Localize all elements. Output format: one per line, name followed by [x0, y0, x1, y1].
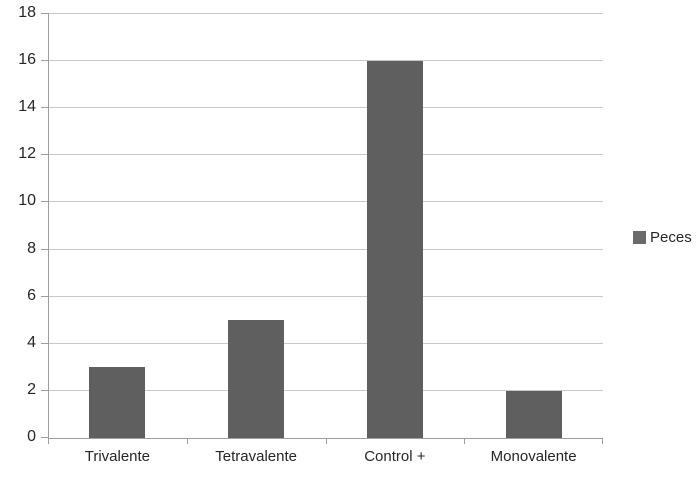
y-tick-8 [41, 248, 49, 250]
y-tick-4 [41, 342, 49, 344]
y-axis-label-16: 16 [18, 51, 36, 69]
plot-area [41, 13, 603, 444]
y-tick-10 [41, 201, 49, 203]
bar-trivalente [89, 367, 146, 438]
y-axis-label-0: 0 [27, 428, 36, 445]
gridline-y-14 [48, 107, 603, 109]
y-axis-line [48, 14, 49, 438]
x-tick-0 [48, 438, 49, 444]
gridline-y-18 [48, 13, 603, 14]
y-tick-0 [41, 437, 49, 438]
x-axis-label-0: Trivalente [84, 448, 151, 465]
y-axis-label-10: 10 [18, 192, 36, 210]
x-tick-end [602, 438, 603, 444]
legend-label: Peces [650, 229, 692, 246]
x-tick-2 [326, 438, 327, 444]
bar-monovalente [505, 391, 562, 438]
gridline-y-2 [48, 389, 603, 391]
gridline-y-12 [48, 154, 603, 156]
y-axis-label-4: 4 [27, 333, 36, 351]
y-axis-label-12: 12 [18, 145, 36, 163]
x-axis-label-3: Monovalente [490, 448, 577, 465]
legend-swatch-icon [633, 231, 646, 244]
gridline-y-6 [48, 295, 603, 297]
x-tick-1 [187, 438, 188, 444]
x-tick-3 [464, 438, 465, 444]
legend: Peces [633, 229, 692, 246]
gridline-y-16 [48, 60, 603, 62]
y-tick-16 [41, 60, 49, 62]
gridline-y-4 [48, 342, 603, 344]
y-tick-18 [41, 13, 49, 14]
y-axis-label-14: 14 [18, 98, 36, 116]
bar-control [366, 61, 423, 438]
y-axis-label-18: 18 [18, 4, 36, 21]
y-tick-2 [41, 389, 49, 391]
x-axis-label-1: Tetravalente [215, 448, 297, 465]
x-axis-label-2: Control + [364, 448, 426, 465]
y-tick-14 [41, 107, 49, 109]
y-axis-label-2: 2 [27, 380, 36, 398]
y-axis-label-8: 8 [27, 239, 36, 257]
y-tick-12 [41, 154, 49, 156]
y-tick-6 [41, 295, 49, 297]
gridline-y-10 [48, 201, 603, 203]
x-axis-line [48, 438, 603, 439]
gridline-y-8 [48, 248, 603, 250]
y-axis-label-6: 6 [27, 286, 36, 304]
bar-tetravalente [228, 320, 285, 438]
